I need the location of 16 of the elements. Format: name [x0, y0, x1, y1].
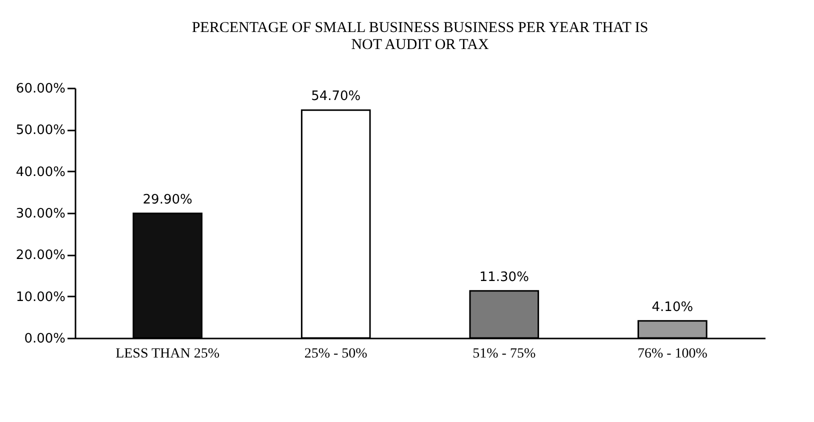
chart-title: PERCENTAGE OF SMALL BUSINESS BUSINESS PER YEAR THAT IS NOT AUDIT OR TAX [192, 20, 648, 53]
y-tick-label: 50.00% [16, 123, 66, 138]
y-tick-label: 60.00% [16, 82, 66, 96]
x-tick-label: 76% - 100% [637, 346, 708, 362]
x-tick-label: 25% - 50% [304, 346, 368, 362]
x-tick-label: 51% - 75% [472, 346, 536, 362]
y-tick-label: 40.00% [16, 164, 66, 180]
data-label: 4.10% [652, 300, 694, 315]
y-tick-label: 20.00% [16, 248, 66, 264]
data-label: 29.90% [142, 192, 192, 208]
y-tick-label: 30.00% [16, 206, 66, 222]
data-label: 54.70% [311, 89, 361, 104]
y-tick-label: 0.00% [24, 332, 66, 346]
y-tick-label: 10.00% [16, 290, 66, 305]
data-label: 11.30% [479, 270, 529, 285]
x-tick-label: LESS THAN 25% [116, 346, 220, 362]
